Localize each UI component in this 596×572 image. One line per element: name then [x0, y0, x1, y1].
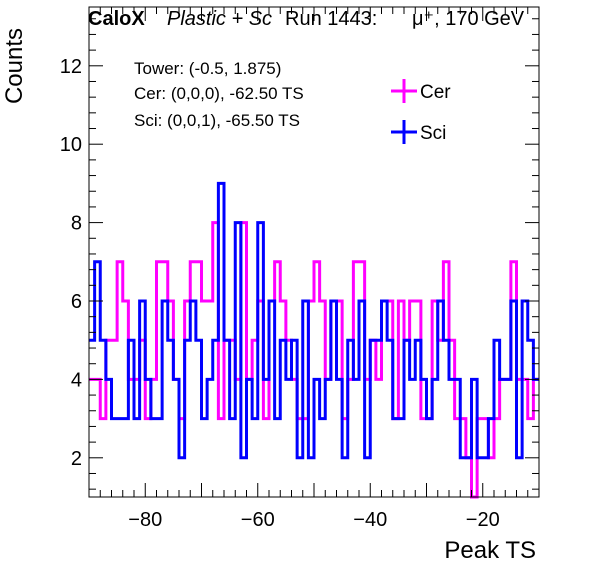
x-axis-title: Peak TS	[444, 537, 536, 564]
tick-layer: −80 −60 −40 −20 2 4 6 8 10 12	[60, 7, 540, 531]
legend: Cer Sci	[391, 79, 451, 144]
chart-title-particle: μ⁺, 170 GeV	[412, 8, 525, 30]
info-line-sci: Sci: (0,0,1), -65.50 TS	[134, 111, 300, 130]
x-tick-label: −40	[353, 509, 387, 531]
y-tick-label: 4	[71, 369, 82, 391]
x-tick-label: −20	[466, 509, 500, 531]
y-tick-label: 10	[60, 134, 82, 156]
legend-label-cer: Cer	[420, 82, 451, 103]
info-line-tower: Tower: (-0.5, 1.875)	[134, 59, 281, 78]
series-line-sci	[89, 181, 539, 460]
legend-marker-sci	[391, 120, 417, 144]
y-tick-label: 12	[60, 56, 82, 78]
legend-marker-cer	[391, 79, 417, 103]
series-line-cer	[89, 221, 539, 499]
x-tick-label: −60	[241, 509, 275, 531]
legend-label-sci: Sci	[420, 123, 446, 144]
chart-title-experiment: CaloX	[88, 8, 145, 30]
y-tick-label: 8	[71, 213, 82, 235]
y-axis-title: Counts	[1, 28, 28, 104]
x-tick-label: −80	[128, 509, 162, 531]
y-tick-label: 6	[71, 291, 82, 313]
y-tick-label: 2	[71, 448, 82, 470]
series-layer	[89, 181, 539, 499]
info-line-cer: Cer: (0,0,0), -62.50 TS	[134, 84, 304, 103]
chart-title-detector: Plastic + Sc	[167, 8, 272, 30]
chart-title-run: Run 1443:	[285, 8, 377, 30]
